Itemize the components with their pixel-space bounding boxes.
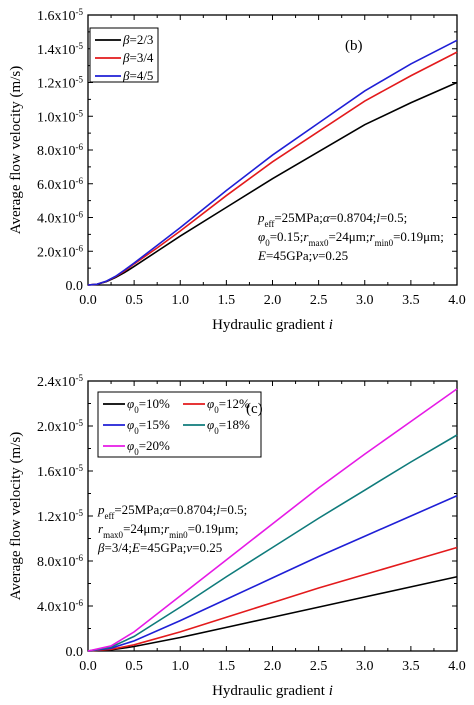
legend-label: φ0=20% [127,438,170,457]
x-tick-label: 1.0 [172,293,190,308]
chart-panel-b: 0.0 0.5 1.0 1.5 2.0 2.5 3.0 3.5 4.0 0.0 2.0x10-6 4.… [8,7,466,333]
x-tick-label: 2.0 [264,293,282,308]
legend-label: β=3/4 [122,50,154,65]
y-tick-label: 0.0 [66,279,84,294]
x-tick-label: 3.5 [402,293,420,308]
y-tick-label: 4.0x10-6 [37,598,83,615]
legend: β=2/3 β=3/4 β=4/5 [89,27,159,83]
x-tick-label: 1.5 [218,293,236,308]
panel-label: (c) [246,401,263,417]
series-line-3 [87,434,458,652]
legend-label: φ0=15% [127,417,170,436]
x-tick-label: 1.0 [172,659,190,674]
parameter-annotation: E=45GPa;ν=0.25 [257,248,348,263]
y-tick-label: 1.6x10-5 [37,463,83,480]
x-axis-title: Hydraulic gradient i [212,317,333,333]
legend-box [89,27,159,83]
y-tick-label: 2.0x10-5 [37,418,83,435]
parameter-annotation: peff=25MPa;α=0.8704;l=0.5; [257,210,407,229]
y-tick-label: 8.0x10-6 [37,553,83,570]
panel-label: (b) [345,38,363,54]
series-line-2 [87,39,458,286]
y-axis-title: Average flow velocity (m/s) [8,66,24,234]
x-tick-label: 2.0 [264,659,282,674]
parameter-annotation: β=3/4;E=45GPa;ν=0.25 [97,540,222,555]
x-tick-label: 4.0 [448,293,466,308]
y-axis-title: Average flow velocity (m/s) [8,432,24,600]
series-line-4 [87,388,458,652]
series-line-1 [87,546,458,652]
y-tick-label: 8.0x10-6 [37,142,83,159]
x-tick-label: 0.5 [125,659,143,674]
y-tick-label: 4.0x10-6 [37,210,83,227]
legend-label: φ0=12% [207,396,250,415]
x-tick-label: 0.5 [125,293,143,308]
x-tick-label: 1.5 [218,659,236,674]
parameter-annotation: φ0=0.15;rmax0=24μm;rmin0=0.19μm; [258,229,444,248]
y-tick-label: 1.2x10-5 [37,508,83,525]
x-tick-label: 4.0 [448,659,466,674]
y-tick-label: 1.4x10-5 [37,41,83,58]
x-axis-title: Hydraulic gradient i [212,683,333,699]
legend-label: φ0=10% [127,396,170,415]
legend-label: β=2/3 [122,32,153,47]
series-line-0 [87,575,458,652]
series-line-2 [87,495,458,652]
chart-panel-c: 0.0 0.5 1.0 1.5 2.0 2.5 3.0 3.5 4.0 0.0 4.0x10-6 8.… [8,373,466,699]
y-tick-label: 1.2x10-5 [37,75,83,92]
x-tick-label: 2.5 [310,659,328,674]
y-tick-label: 1.6x10-5 [37,7,83,24]
legend-box [97,391,262,458]
x-tick-label: 0.0 [79,659,97,674]
x-tick-label: 3.0 [356,659,374,674]
legend-label: φ0=18% [207,417,250,436]
parameter-annotation: rmax0=24μm;rmin0=0.19μm; [98,521,238,540]
y-tick-label: 0.0 [66,645,84,660]
x-tick-label: 3.5 [402,659,420,674]
parameter-annotation: peff=25MPa;α=0.8704;l=0.5; [97,502,247,521]
y-tick-label: 6.0x10-6 [37,176,83,193]
x-tick-label: 0.0 [79,293,97,308]
y-tick-label: 2.0x10-6 [37,243,83,260]
x-tick-label: 3.0 [356,293,374,308]
y-tick-label: 2.4x10-5 [37,373,83,390]
legend-label: β=4/5 [122,68,153,83]
y-tick-label: 1.0x10-5 [37,108,83,125]
legend: φ0=10% φ0=12% φ0=15% φ0=18% φ0=20% [97,391,262,458]
x-tick-label: 2.5 [310,293,328,308]
